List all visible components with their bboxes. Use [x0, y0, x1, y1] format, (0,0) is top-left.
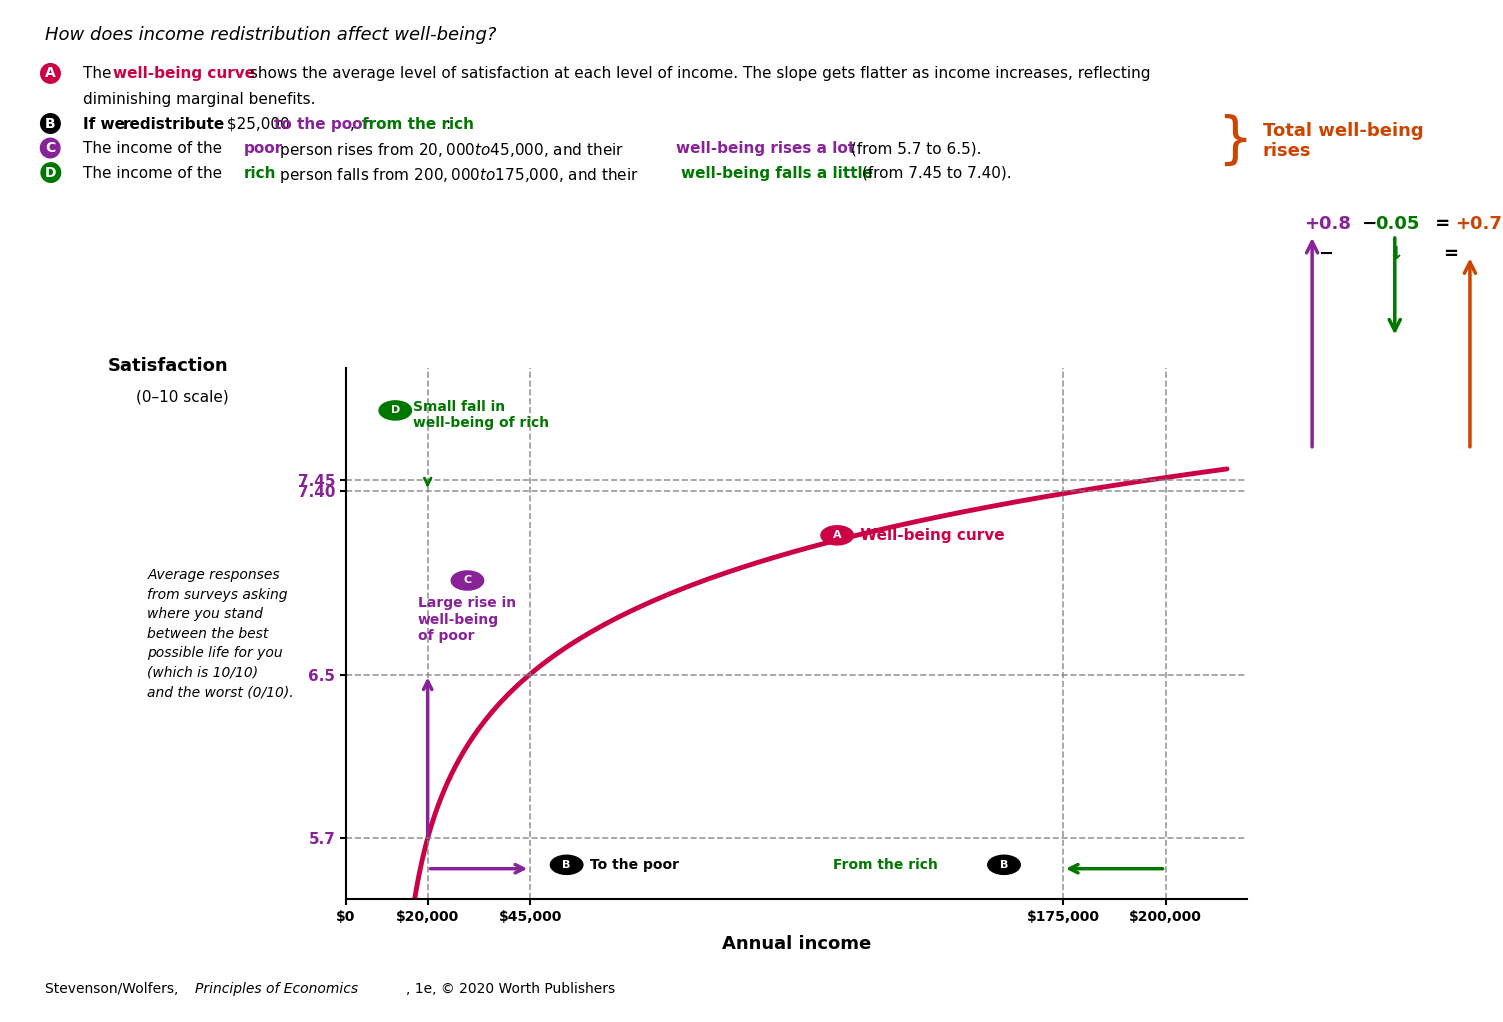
Text: D: D: [45, 166, 57, 180]
Text: from the rich: from the rich: [362, 117, 475, 132]
Circle shape: [821, 525, 854, 545]
Text: =: =: [1429, 215, 1456, 233]
Circle shape: [987, 855, 1021, 875]
Text: (0–10 scale): (0–10 scale): [135, 389, 228, 404]
Text: ↓: ↓: [1389, 245, 1404, 264]
Text: −: −: [1356, 215, 1383, 233]
Text: B: B: [999, 860, 1009, 870]
Text: A: A: [45, 66, 56, 81]
Text: Total well-being
rises: Total well-being rises: [1263, 122, 1423, 160]
Text: The income of the: The income of the: [83, 166, 227, 181]
Text: B: B: [562, 860, 571, 870]
Text: Well-being curve: Well-being curve: [855, 527, 1006, 543]
Text: C: C: [463, 575, 472, 586]
Text: person rises from $20,000 to $45,000, and their: person rises from $20,000 to $45,000, an…: [275, 141, 624, 160]
Text: to the poor: to the poor: [274, 117, 370, 132]
Text: −: −: [1318, 245, 1333, 264]
Text: +0.75: +0.75: [1455, 215, 1503, 233]
Text: 0.05: 0.05: [1375, 215, 1420, 233]
Text: well-being falls a little: well-being falls a little: [681, 166, 873, 181]
Text: Principles of Economics: Principles of Economics: [195, 982, 359, 996]
Text: :: :: [445, 117, 449, 132]
Text: +0.8: +0.8: [1305, 215, 1351, 233]
Text: (from 5.7 to 6.5).: (from 5.7 to 6.5).: [846, 141, 981, 156]
Circle shape: [451, 571, 484, 590]
Text: Stevenson/Wolfers,: Stevenson/Wolfers,: [45, 982, 183, 996]
Text: diminishing marginal benefits.: diminishing marginal benefits.: [83, 92, 316, 107]
Text: D: D: [391, 406, 400, 415]
Text: person falls from $200,000 to $175,000, and their: person falls from $200,000 to $175,000, …: [275, 166, 639, 185]
X-axis label: Annual income: Annual income: [721, 935, 872, 953]
Text: To the poor: To the poor: [585, 857, 679, 872]
Text: C: C: [45, 141, 56, 155]
Text: How does income redistribution affect well-being?: How does income redistribution affect we…: [45, 26, 496, 44]
Circle shape: [550, 855, 583, 875]
Text: The: The: [83, 66, 116, 82]
Text: (from 7.45 to 7.40).: (from 7.45 to 7.40).: [857, 166, 1012, 181]
Text: Satisfaction: Satisfaction: [108, 358, 228, 375]
Text: shows the average level of satisfaction at each level of income. The slope gets : shows the average level of satisfaction …: [245, 66, 1150, 82]
Text: Large rise in
well-being
of poor: Large rise in well-being of poor: [418, 597, 516, 643]
Text: B: B: [45, 117, 56, 131]
Text: ,: ,: [350, 117, 359, 132]
Text: Average responses
from surveys asking
where you stand
between the best
possible : Average responses from surveys asking wh…: [147, 568, 295, 699]
Text: The income of the: The income of the: [83, 141, 227, 156]
Text: well-being rises a lot: well-being rises a lot: [676, 141, 855, 156]
Text: A: A: [833, 530, 842, 541]
Text: $25,000: $25,000: [222, 117, 295, 132]
Text: Small fall in
well-being of rich: Small fall in well-being of rich: [413, 400, 550, 430]
Text: redistribute: redistribute: [123, 117, 225, 132]
Circle shape: [379, 401, 412, 420]
Text: =: =: [1443, 245, 1458, 264]
Text: }: }: [1217, 114, 1252, 168]
Text: well-being curve: well-being curve: [113, 66, 256, 82]
Text: poor: poor: [243, 141, 283, 156]
Text: From the rich: From the rich: [833, 857, 942, 872]
Text: rich: rich: [243, 166, 277, 181]
Text: , 1e, © 2020 Worth Publishers: , 1e, © 2020 Worth Publishers: [406, 982, 615, 996]
Text: If we: If we: [83, 117, 129, 132]
